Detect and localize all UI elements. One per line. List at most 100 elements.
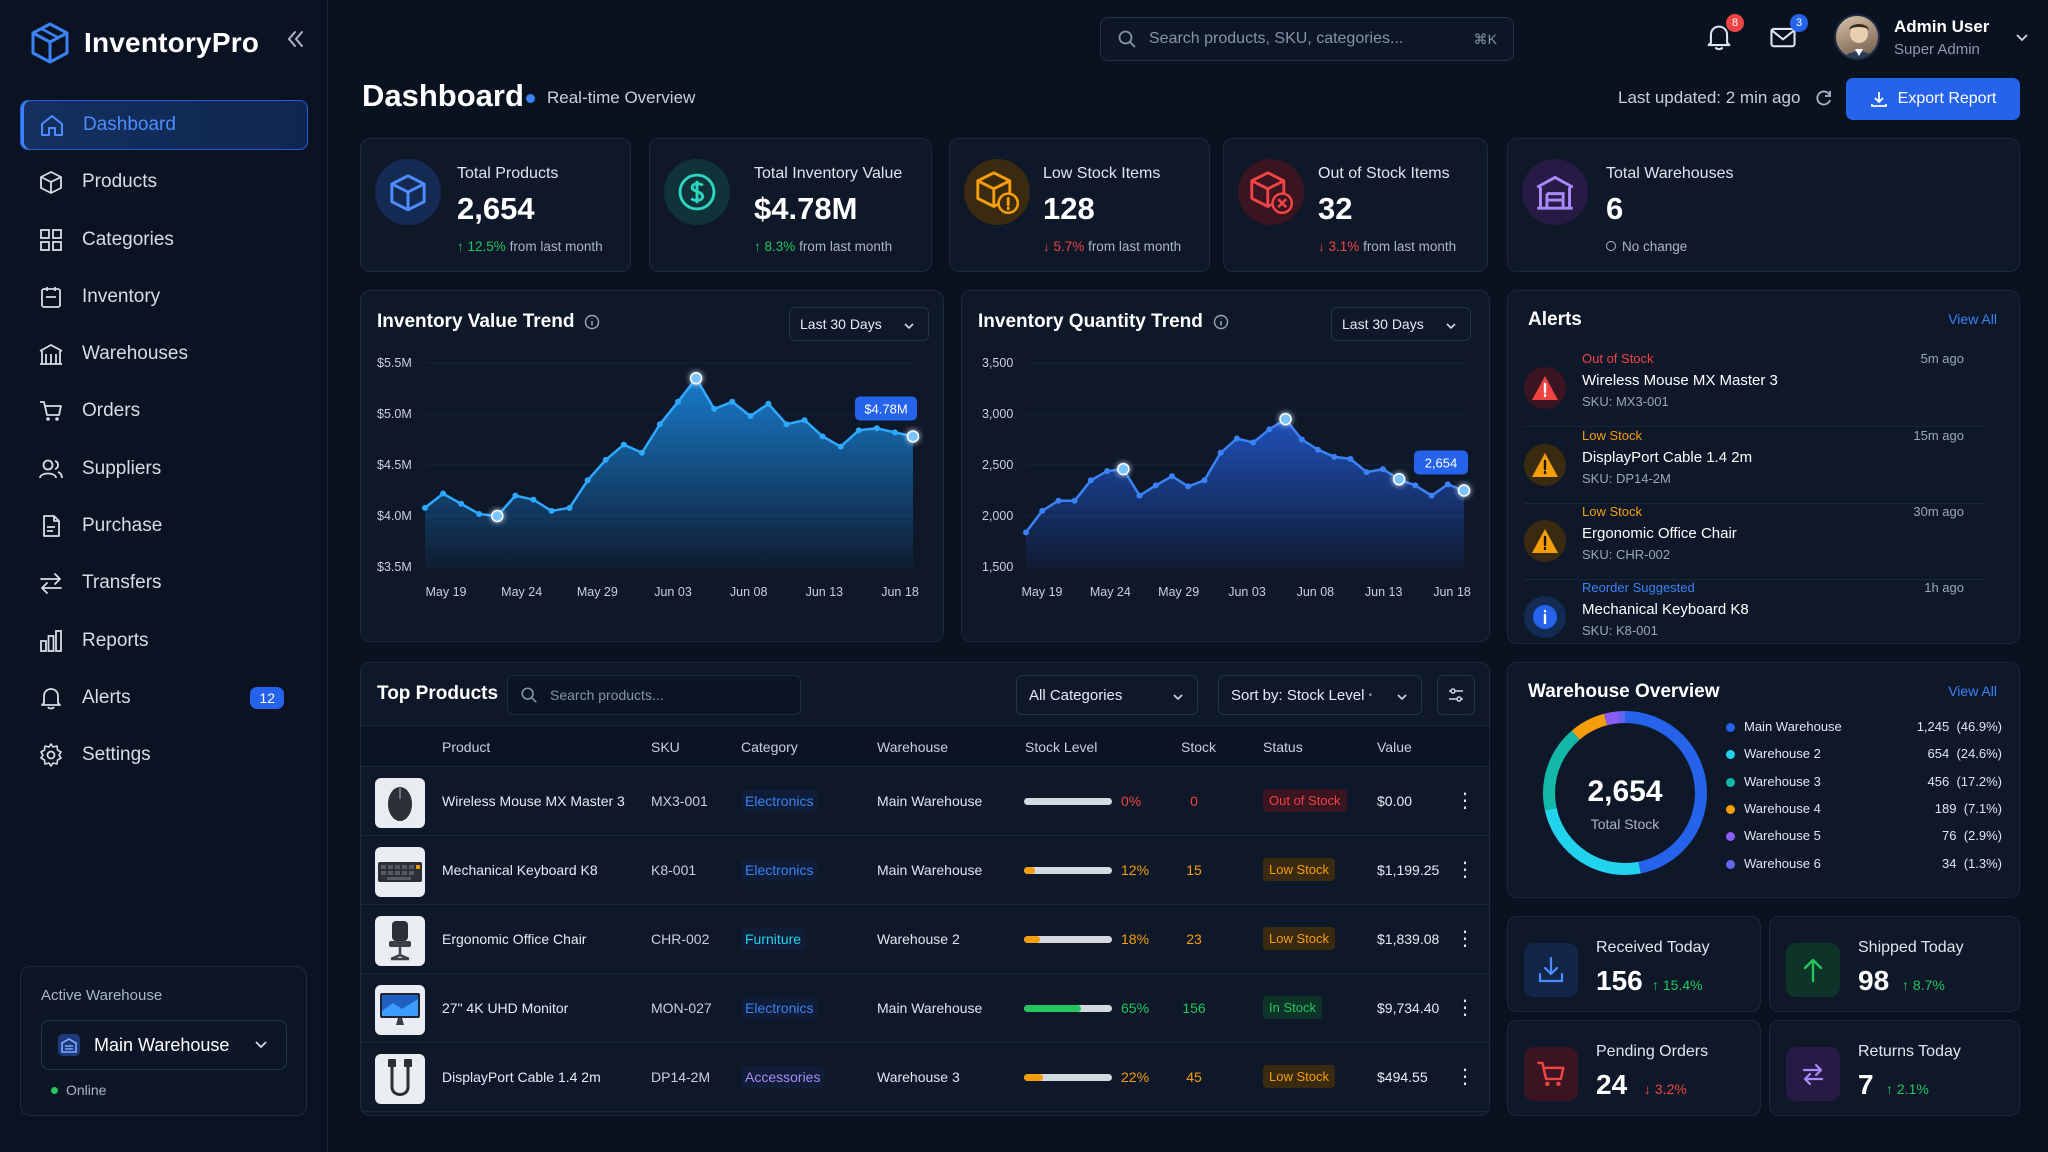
data-point[interactable] bbox=[1331, 453, 1338, 460]
product-name[interactable]: Mechanical Keyboard K8 bbox=[442, 862, 598, 878]
data-point[interactable] bbox=[689, 372, 703, 385]
data-point[interactable] bbox=[1136, 492, 1143, 499]
table-row[interactable]: Ergonomic Office Chair CHR-002 Furniture Wa… bbox=[361, 906, 1489, 974]
alerts-view-all-link[interactable]: View All bbox=[1948, 311, 1997, 327]
legend-item[interactable]: Warehouse 4 189 (7.1%) bbox=[1726, 800, 2002, 820]
data-point[interactable] bbox=[1185, 483, 1192, 490]
table-row[interactable]: Wireless Mouse MX Master 3 MX3-001 Electro… bbox=[361, 768, 1489, 836]
active-warehouse-select[interactable]: Main Warehouse bbox=[41, 1020, 287, 1070]
data-point[interactable] bbox=[747, 413, 754, 420]
data-point[interactable] bbox=[1412, 482, 1419, 489]
legend-item[interactable]: Warehouse 3 456 (17.2%) bbox=[1726, 773, 2002, 793]
data-point[interactable] bbox=[1055, 497, 1062, 504]
export-report-button[interactable]: Export Report bbox=[1846, 78, 2020, 120]
row-actions-kebab-icon[interactable]: ⋮ bbox=[1455, 997, 1475, 1019]
data-point[interactable] bbox=[548, 507, 555, 514]
data-point[interactable] bbox=[602, 456, 609, 463]
donut-slice[interactable] bbox=[1543, 711, 1707, 875]
collapse-sidebar-button[interactable] bbox=[284, 28, 310, 54]
sidebar-item-alerts[interactable]: Alerts 12 bbox=[20, 673, 308, 723]
product-search-input[interactable]: Search products... bbox=[507, 675, 801, 715]
column-header[interactable]: Stock Level bbox=[1025, 739, 1098, 755]
table-row[interactable]: 27" 4K UHD Monitor MON-027 Electronics Main… bbox=[361, 975, 1489, 1043]
row-actions-kebab-icon[interactable]: ⋮ bbox=[1455, 790, 1475, 812]
data-point[interactable] bbox=[1279, 412, 1292, 426]
sidebar-item-categories[interactable]: Categories bbox=[20, 215, 308, 265]
alert-item[interactable]: Low Stock Ergonomic Office Chair SKU: CH… bbox=[1524, 504, 1984, 580]
column-header[interactable]: Status bbox=[1263, 739, 1303, 755]
data-point[interactable] bbox=[729, 398, 736, 405]
data-point[interactable] bbox=[1315, 446, 1321, 453]
data-point[interactable] bbox=[1023, 529, 1029, 536]
data-point[interactable] bbox=[638, 449, 645, 456]
data-point[interactable] bbox=[837, 443, 844, 450]
product-name[interactable]: Ergonomic Office Chair bbox=[442, 931, 587, 947]
table-row[interactable]: Mechanical Keyboard K8 K8-001 Electronics M… bbox=[361, 837, 1489, 905]
data-point[interactable] bbox=[584, 477, 591, 484]
notifications-button[interactable]: 8 bbox=[1704, 14, 1744, 54]
product-name[interactable]: 27" 4K UHD Monitor bbox=[442, 1000, 569, 1016]
stat-pending-orders[interactable]: Pending Orders 24 ↓ 3.2% bbox=[1507, 1020, 1761, 1116]
data-point[interactable] bbox=[1039, 507, 1046, 514]
data-point[interactable] bbox=[1250, 439, 1257, 446]
data-point[interactable] bbox=[1104, 468, 1111, 475]
sidebar-item-purchase[interactable]: Purchase bbox=[20, 501, 308, 551]
sidebar-item-transfers[interactable]: Transfers bbox=[20, 558, 308, 608]
logo[interactable]: InventoryPro bbox=[30, 22, 259, 64]
kpi-total-products[interactable]: Total Products 2,654 ↑ 12.5% from last m… bbox=[360, 138, 631, 272]
data-point[interactable] bbox=[1071, 497, 1078, 504]
legend-item[interactable]: Main Warehouse 1,245 (46.9%) bbox=[1726, 718, 2002, 738]
column-header[interactable]: Warehouse bbox=[877, 739, 949, 755]
global-search-input[interactable]: Search products, SKU, categories... ⌘K bbox=[1100, 17, 1514, 61]
data-point[interactable] bbox=[675, 398, 682, 405]
sidebar-item-orders[interactable]: Orders bbox=[20, 386, 308, 436]
data-point[interactable] bbox=[458, 500, 465, 507]
legend-item[interactable]: Warehouse 6 34 (1.3%) bbox=[1726, 855, 2002, 875]
data-point[interactable] bbox=[1298, 436, 1305, 443]
column-header[interactable]: Product bbox=[442, 739, 491, 755]
row-actions-kebab-icon[interactable]: ⋮ bbox=[1455, 928, 1475, 950]
row-actions-kebab-icon[interactable]: ⋮ bbox=[1455, 859, 1475, 881]
user-menu[interactable]: Admin User Super Admin bbox=[1834, 14, 2031, 60]
sidebar-item-reports[interactable]: Reports bbox=[20, 616, 308, 666]
data-point[interactable] bbox=[1392, 473, 1406, 486]
sort-select[interactable]: Sort by: Stock Level • bbox=[1218, 675, 1422, 715]
data-point[interactable] bbox=[512, 492, 519, 499]
data-point[interactable] bbox=[1363, 469, 1370, 476]
data-point[interactable] bbox=[873, 425, 880, 432]
messages-button[interactable]: 3 bbox=[1768, 14, 1808, 54]
data-point[interactable] bbox=[530, 496, 537, 503]
data-point[interactable] bbox=[491, 509, 504, 523]
data-point[interactable] bbox=[1152, 482, 1159, 489]
info-icon[interactable] bbox=[584, 314, 600, 330]
kpi-inventory-value[interactable]: Total Inventory Value $4.78M ↑ 8.3% from… bbox=[649, 138, 932, 272]
data-point[interactable] bbox=[1169, 473, 1175, 480]
donut-slice[interactable] bbox=[1543, 711, 1707, 875]
kpi-total-warehouses[interactable]: Total Warehouses 6 No change bbox=[1507, 138, 2020, 272]
data-point[interactable] bbox=[801, 417, 808, 424]
product-name[interactable]: Wireless Mouse MX Master 3 bbox=[442, 793, 625, 809]
inventory-quantity-chart[interactable]: 1,500 2,000 2,500 3,000 3,500 May 19 May 24 May… bbox=[962, 291, 1491, 643]
data-point[interactable] bbox=[783, 421, 790, 428]
stat-received-today[interactable]: Received Today 156 ↑ 15.4% bbox=[1507, 916, 1761, 1012]
legend-item[interactable]: Warehouse 5 76 (2.9%) bbox=[1726, 827, 2002, 847]
data-point[interactable] bbox=[1379, 466, 1386, 473]
column-header[interactable]: SKU bbox=[651, 739, 680, 755]
data-point[interactable] bbox=[1428, 492, 1435, 499]
data-point[interactable] bbox=[422, 504, 428, 511]
sidebar-item-inventory[interactable]: Inventory bbox=[20, 272, 308, 322]
warehouse-donut-chart[interactable] bbox=[1525, 693, 1725, 893]
data-point[interactable] bbox=[1217, 449, 1224, 456]
column-header[interactable]: Stock bbox=[1181, 739, 1217, 755]
column-header[interactable]: Category bbox=[741, 739, 798, 755]
legend-item[interactable]: Warehouse 2 654 (24.6%) bbox=[1726, 745, 2002, 765]
data-point[interactable] bbox=[906, 430, 920, 443]
data-point[interactable] bbox=[620, 441, 627, 448]
data-point[interactable] bbox=[1233, 435, 1240, 442]
sidebar-item-warehouses[interactable]: Warehouses bbox=[20, 329, 308, 379]
data-point[interactable] bbox=[1087, 477, 1094, 484]
data-point[interactable] bbox=[1201, 477, 1208, 484]
data-point[interactable] bbox=[476, 510, 483, 517]
category-filter-select[interactable]: All Categories bbox=[1016, 675, 1198, 715]
warehouse-view-all-link[interactable]: View All bbox=[1948, 683, 1997, 699]
